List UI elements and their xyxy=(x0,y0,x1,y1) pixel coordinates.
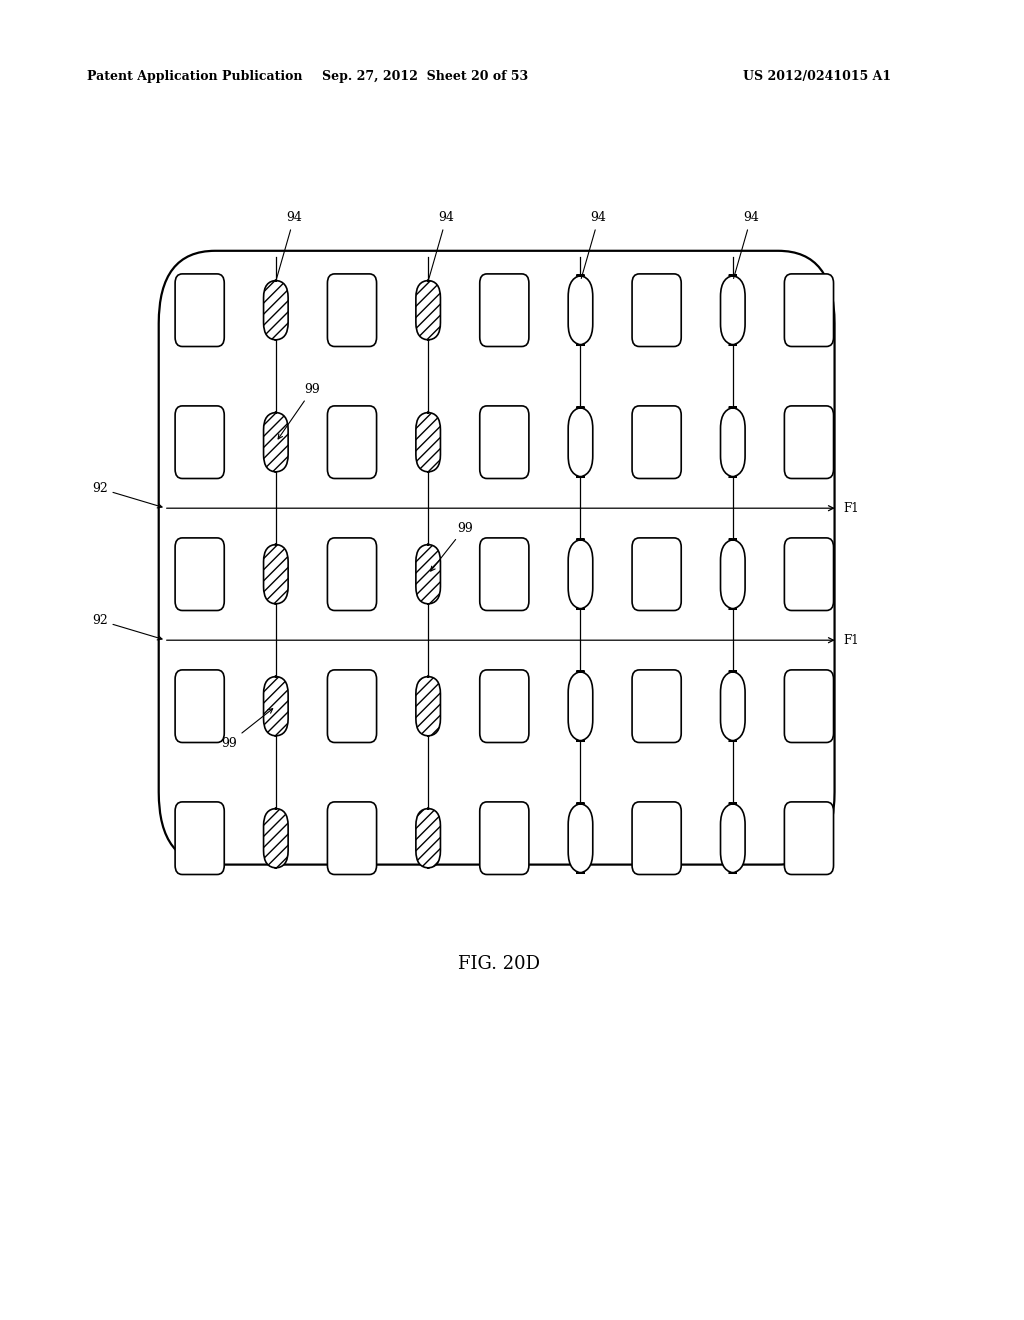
FancyBboxPatch shape xyxy=(416,412,440,471)
FancyBboxPatch shape xyxy=(175,539,224,610)
FancyBboxPatch shape xyxy=(632,273,681,346)
FancyBboxPatch shape xyxy=(479,405,528,478)
FancyBboxPatch shape xyxy=(175,405,224,478)
FancyBboxPatch shape xyxy=(328,273,377,346)
FancyBboxPatch shape xyxy=(632,539,681,610)
FancyBboxPatch shape xyxy=(175,671,224,743)
FancyBboxPatch shape xyxy=(479,671,528,743)
Text: 94: 94 xyxy=(582,211,606,279)
Text: 99: 99 xyxy=(221,709,272,750)
FancyBboxPatch shape xyxy=(479,273,528,346)
FancyBboxPatch shape xyxy=(784,803,834,875)
FancyBboxPatch shape xyxy=(263,544,288,605)
Text: FIG. 20D: FIG. 20D xyxy=(458,954,540,973)
FancyBboxPatch shape xyxy=(479,539,528,610)
Text: 92: 92 xyxy=(92,482,162,508)
FancyBboxPatch shape xyxy=(263,280,288,339)
FancyBboxPatch shape xyxy=(721,671,745,742)
Text: US 2012/0241015 A1: US 2012/0241015 A1 xyxy=(742,70,891,83)
Text: 99: 99 xyxy=(431,521,473,572)
Text: F1: F1 xyxy=(844,634,859,647)
Text: 99: 99 xyxy=(279,383,321,438)
FancyBboxPatch shape xyxy=(568,407,593,477)
FancyBboxPatch shape xyxy=(568,671,593,742)
FancyBboxPatch shape xyxy=(416,280,440,339)
FancyBboxPatch shape xyxy=(263,412,288,471)
FancyBboxPatch shape xyxy=(784,539,834,610)
FancyBboxPatch shape xyxy=(784,273,834,346)
FancyBboxPatch shape xyxy=(263,677,288,737)
FancyBboxPatch shape xyxy=(175,273,224,346)
FancyBboxPatch shape xyxy=(721,407,745,477)
Text: 94: 94 xyxy=(733,211,759,279)
FancyBboxPatch shape xyxy=(632,405,681,478)
FancyBboxPatch shape xyxy=(784,405,834,478)
FancyBboxPatch shape xyxy=(159,251,835,865)
FancyBboxPatch shape xyxy=(263,808,288,869)
FancyBboxPatch shape xyxy=(721,539,745,610)
FancyBboxPatch shape xyxy=(721,803,745,874)
Text: Patent Application Publication: Patent Application Publication xyxy=(87,70,302,83)
Text: F1: F1 xyxy=(844,502,859,515)
FancyBboxPatch shape xyxy=(175,803,224,875)
FancyBboxPatch shape xyxy=(479,803,528,875)
FancyBboxPatch shape xyxy=(568,539,593,610)
FancyBboxPatch shape xyxy=(568,275,593,345)
FancyBboxPatch shape xyxy=(721,275,745,345)
FancyBboxPatch shape xyxy=(416,677,440,737)
FancyBboxPatch shape xyxy=(328,539,377,610)
FancyBboxPatch shape xyxy=(328,803,377,875)
FancyBboxPatch shape xyxy=(568,803,593,874)
Text: Sep. 27, 2012  Sheet 20 of 53: Sep. 27, 2012 Sheet 20 of 53 xyxy=(322,70,528,83)
Text: 94: 94 xyxy=(429,211,455,279)
FancyBboxPatch shape xyxy=(328,405,377,478)
FancyBboxPatch shape xyxy=(632,671,681,743)
Text: 92: 92 xyxy=(92,614,162,640)
FancyBboxPatch shape xyxy=(784,671,834,743)
FancyBboxPatch shape xyxy=(416,544,440,605)
FancyBboxPatch shape xyxy=(632,803,681,875)
FancyBboxPatch shape xyxy=(328,671,377,743)
Text: 94: 94 xyxy=(276,211,302,279)
FancyBboxPatch shape xyxy=(416,808,440,869)
